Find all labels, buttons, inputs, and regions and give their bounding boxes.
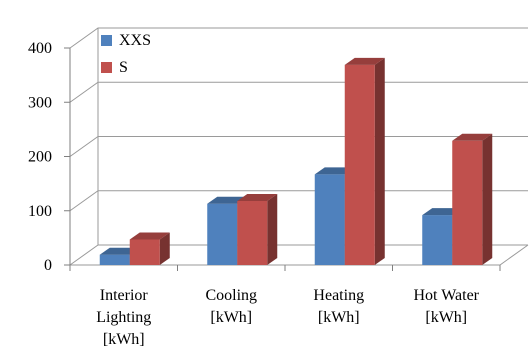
bar-side [159,232,170,265]
legend-label: S [119,59,128,76]
bar-top [452,133,493,141]
y-tick-label: 0 [44,257,52,274]
bar-s-3 [452,133,493,265]
bar-top [237,193,278,201]
bar-front [452,140,483,265]
bar-s-1 [237,193,278,265]
bar-front [207,203,238,265]
bar-front [422,215,453,265]
bar-front [314,174,345,265]
bar-top [129,232,170,240]
legend-swatch [101,62,112,73]
gridline [69,81,528,103]
x-category-label: Cooling [kWh] [205,287,257,326]
y-tick-label: 400 [28,40,52,57]
x-axis-categories: Interior Lighting [kWh] Cooling [kWh] Heating… [69,265,501,348]
bar-top [344,57,385,65]
bar-front [99,254,130,265]
y-axis-ticks: 0 100 200 300 400 [28,40,71,274]
legend-swatch [101,35,112,46]
bar-side [267,193,278,265]
y-tick-label: 100 [28,203,52,220]
bar-front [344,64,375,265]
bars [99,57,493,265]
legend-label: XXS [119,32,151,49]
bar-front [237,200,268,265]
x-category-label: Interior Lighting [kWh] [96,287,151,348]
x-category-label: Hot Water [kWh] [413,287,479,326]
bar-front [129,239,160,265]
y-tick-label: 200 [28,149,52,166]
y-tick-label: 300 [28,94,52,111]
bar-s-0 [129,232,170,265]
bar-s-2 [344,57,385,265]
bar-side [374,57,385,265]
bar-side [482,133,493,265]
legend: XXS S [101,32,151,76]
x-category-label: Heating [kWh] [313,287,364,326]
